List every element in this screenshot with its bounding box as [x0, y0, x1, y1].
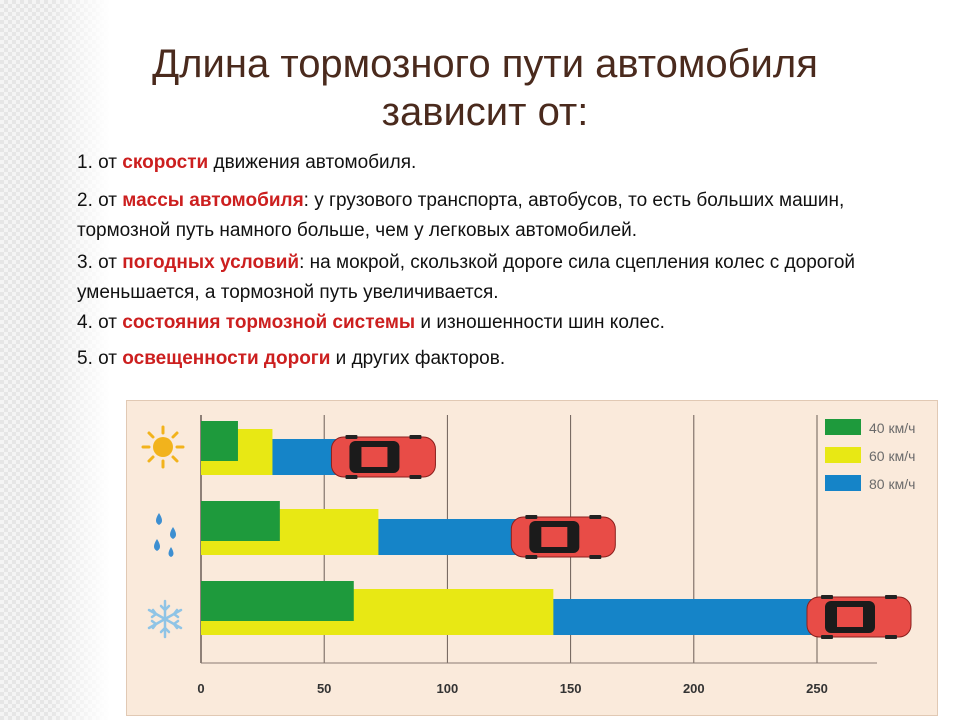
factor-weather: 3. от погодных условий: на мокрой, сколь…: [77, 252, 856, 303]
car-wheel: [821, 635, 833, 639]
tick-label: 50: [317, 681, 331, 696]
cars: [330, 435, 912, 639]
sun-icon: [141, 425, 185, 469]
car-wheel: [525, 555, 538, 559]
car-roof: [361, 447, 388, 467]
x-axis-ticks: 0 50 100 150 200 250: [197, 681, 827, 696]
braking-distance-chart: 40 км/ч 60 км/ч 80 км/ч 0 50 100 150 200 250: [126, 400, 938, 716]
bar-2-0: [201, 581, 354, 621]
car-roof: [837, 607, 863, 627]
legend-swatch: [825, 447, 861, 463]
tick-label: 100: [437, 681, 459, 696]
car-icon: [330, 435, 436, 479]
legend: 40 км/ч 60 км/ч 80 км/ч: [825, 419, 915, 492]
legend-swatch: [825, 419, 861, 435]
factor-highlight: освещенности дороги: [122, 348, 331, 369]
tick-label: 250: [806, 681, 828, 696]
legend-label: 80 км/ч: [869, 476, 915, 492]
car-wheel: [409, 435, 422, 439]
title-line-1: Длина тормозного пути автомобиля: [152, 42, 818, 86]
bar-1-0: [201, 501, 280, 541]
factor-highlight: погодных условий: [122, 252, 300, 273]
car-wheel: [345, 475, 358, 479]
car-wheel: [821, 595, 833, 599]
car-icon: [806, 595, 912, 639]
legend-label: 60 км/ч: [869, 448, 915, 464]
chart-canvas: 40 км/ч 60 км/ч 80 км/ч 0 50 100 150 200 250: [141, 415, 915, 696]
car-wheel: [409, 475, 422, 479]
car-wheel: [885, 595, 897, 599]
page-title: Длина тормозного пути автомобиля зависит…: [100, 40, 870, 136]
bars: [201, 421, 817, 635]
factor-speed: 1. от скорости движения автомобиля.: [77, 152, 417, 173]
factor-highlight: массы автомобиля: [122, 190, 304, 211]
factor-brakes: 4. от состояния тормозной системы и изно…: [77, 312, 665, 333]
tick-label: 0: [197, 681, 204, 696]
snowflake-icon: [147, 599, 183, 639]
decorative-side-pattern: [0, 0, 110, 720]
tick-label: 200: [683, 681, 705, 696]
bar-0-0: [201, 421, 238, 461]
car-wheel: [345, 435, 358, 439]
factor-highlight: скорости: [122, 152, 209, 173]
car-roof: [541, 527, 568, 547]
car-wheel: [589, 555, 602, 559]
car-wheel: [885, 635, 897, 639]
title-line-2: зависит от:: [381, 90, 589, 134]
legend-label: 40 км/ч: [869, 420, 915, 436]
factor-mass: 2. от массы автомобиля: у грузового тран…: [77, 190, 845, 241]
legend-swatch: [825, 475, 861, 491]
car-icon: [510, 515, 616, 559]
weather-icons: [141, 425, 185, 639]
car-wheel: [525, 515, 538, 519]
factor-highlight: состояния тормозной системы: [122, 312, 416, 333]
factor-lighting: 5. от освещенности дороги и других факто…: [77, 348, 506, 369]
tick-label: 150: [560, 681, 582, 696]
rain-drops-icon: [154, 513, 176, 557]
car-wheel: [589, 515, 602, 519]
